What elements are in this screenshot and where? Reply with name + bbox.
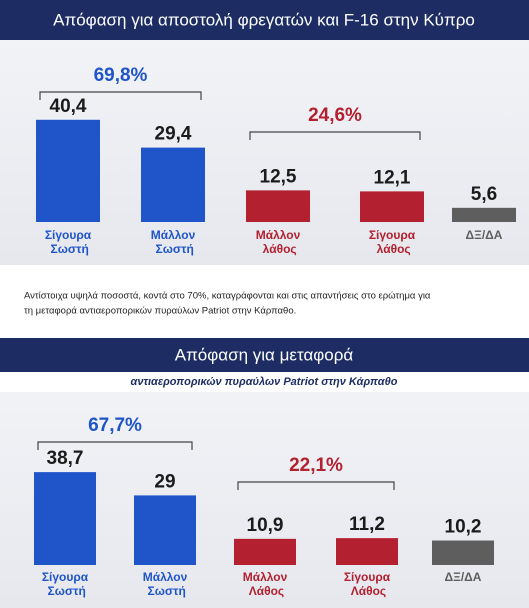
bracket: [37, 441, 193, 450]
title-banner: [0, 0, 529, 40]
group-annotation: 67,7%: [88, 415, 142, 436]
bar: [246, 190, 310, 222]
category-label: Σίγουρα Σωστή: [42, 570, 89, 598]
article-text: Αντίστοιχα υψηλά ποσοστά, κοντά στο 70%,…: [24, 291, 431, 302]
category-label: ΔΞ/ΔΑ: [466, 228, 503, 242]
title-banner: [0, 338, 529, 372]
category-label: Μάλλον λάθος: [256, 228, 301, 256]
article-text: τη μεταφορά αντιαεροπορικών πυραύλων Pat…: [24, 306, 296, 317]
chart-title: Απόφαση για μεταφορά: [175, 345, 354, 364]
value-label: 5,6: [471, 184, 497, 205]
chart-subtitle: αντιαεροπορικών πυραύλων Patriot στην Κά…: [131, 376, 398, 388]
category-label: Σίγουρα Σωστή: [45, 228, 92, 256]
bar: [452, 207, 516, 222]
value-label: 29,4: [155, 124, 192, 145]
bar: [34, 472, 96, 565]
category-label: Σίγουρα Λάθος: [344, 570, 391, 598]
value-label: 40,4: [50, 96, 87, 117]
subtitle-band: [0, 372, 529, 392]
bracket: [39, 91, 202, 100]
value-label: 11,2: [349, 514, 385, 535]
value-label: 12,1: [374, 167, 411, 188]
group-annotation: 22,1%: [289, 455, 343, 476]
bar: [36, 119, 100, 222]
category-label: ΔΞ/ΔΑ: [445, 570, 482, 584]
bar: [141, 147, 205, 222]
value-label: 12,5: [260, 166, 297, 187]
bar: [234, 538, 296, 565]
bar: [432, 540, 494, 565]
group-annotation: 69,8%: [94, 65, 148, 86]
category-label: Σίγουρα λάθος: [369, 228, 416, 256]
bar: [134, 495, 196, 565]
category-label: Μάλλον Σωστή: [151, 228, 196, 256]
category-label: Μάλλον Λάθος: [243, 570, 288, 598]
bracket: [237, 481, 395, 490]
value-label: 29: [154, 471, 175, 492]
category-label: Μάλλον Σωστή: [143, 570, 188, 598]
chart-title: Απόφαση για αποστολή φρεγατών και F-16 σ…: [53, 10, 475, 29]
bar: [360, 191, 424, 222]
value-label: 10,2: [445, 517, 482, 538]
group-annotation: 24,6%: [308, 105, 362, 126]
value-label: 38,7: [47, 448, 84, 469]
bracket: [249, 131, 421, 140]
value-label: 10,9: [247, 515, 284, 536]
bar: [336, 538, 398, 565]
